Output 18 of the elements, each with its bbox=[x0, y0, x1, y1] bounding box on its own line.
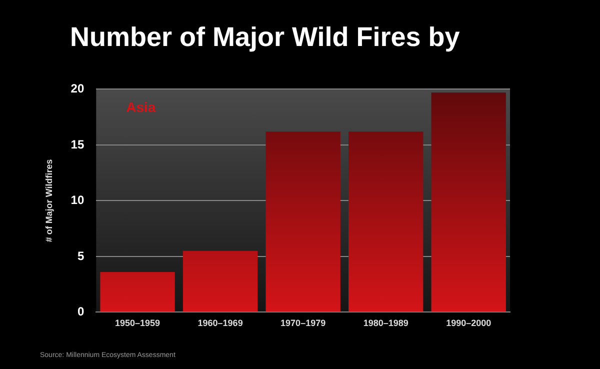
x-tick-label: 1950–1959 bbox=[115, 318, 160, 328]
y-tick-label: 0 bbox=[77, 304, 84, 319]
x-tick-label: 1970–1979 bbox=[280, 318, 326, 328]
y-axis-title: # of Major Wildfires bbox=[44, 159, 54, 242]
annotation: Asia bbox=[126, 99, 156, 116]
x-tick-label: 1960–1969 bbox=[198, 318, 243, 328]
y-tick-label: 10 bbox=[70, 193, 84, 208]
bar bbox=[100, 272, 175, 312]
chart-title: Number of Major Wild Fires by bbox=[70, 22, 460, 53]
x-tick-label: 1990–2000 bbox=[446, 318, 492, 328]
y-tick-label: 20 bbox=[70, 82, 84, 96]
bar bbox=[431, 92, 506, 312]
bar bbox=[182, 250, 258, 312]
bar bbox=[348, 132, 424, 312]
y-tick-label: 5 bbox=[77, 248, 84, 263]
y-tick-label: 15 bbox=[70, 137, 84, 152]
x-tick-label: 1980–1989 bbox=[363, 318, 408, 328]
bar bbox=[266, 132, 340, 312]
